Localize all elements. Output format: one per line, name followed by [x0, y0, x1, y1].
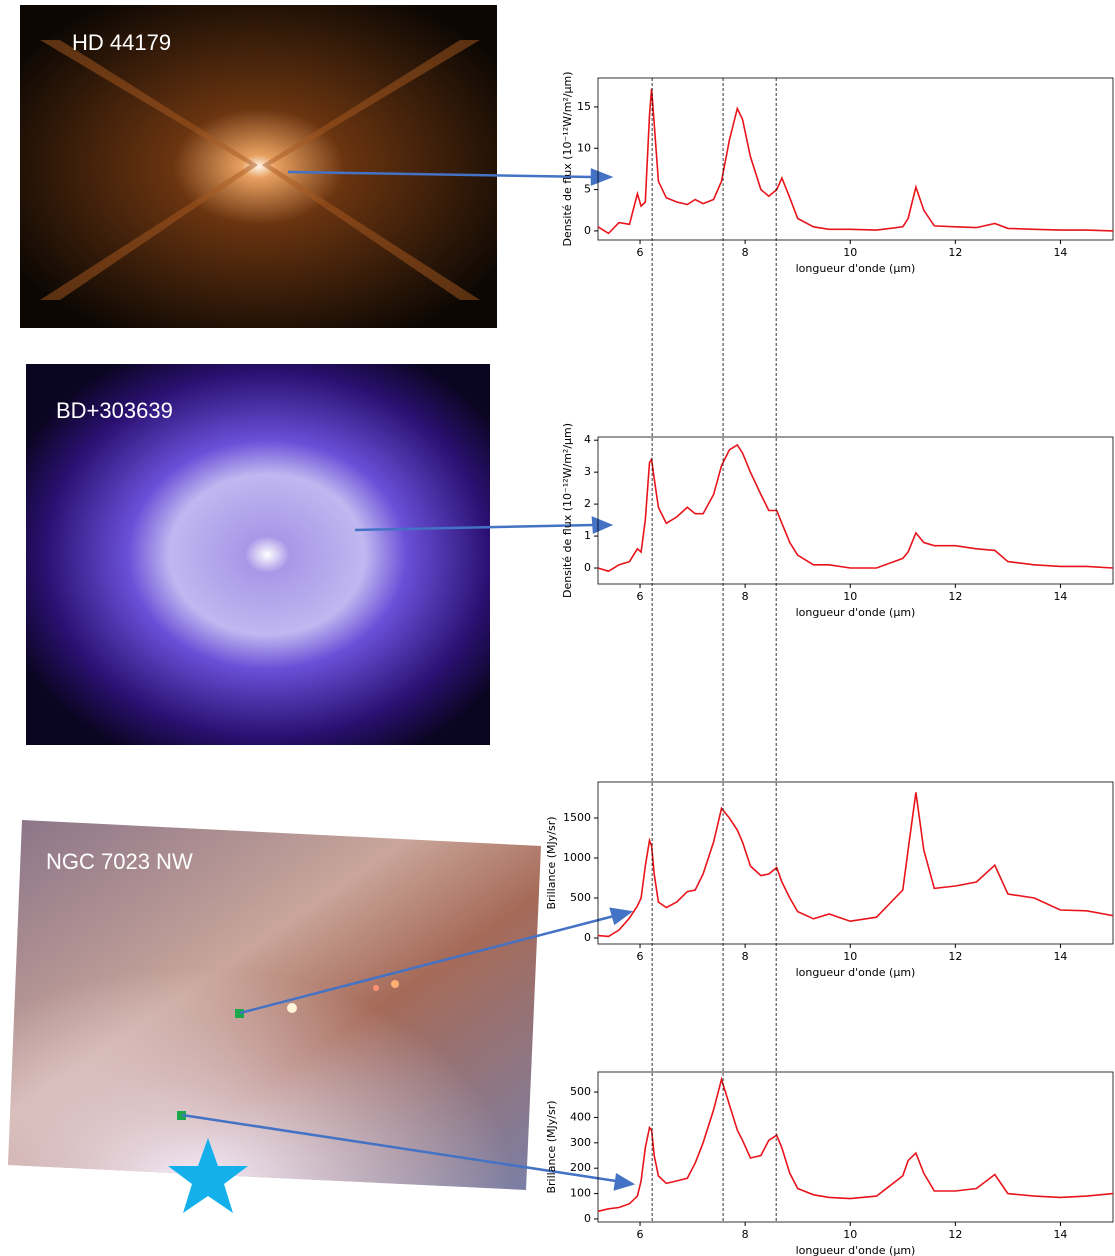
y-tick-label: 0 [584, 1212, 591, 1225]
spectrum-line [597, 792, 1114, 938]
y-tick-label: 0 [584, 224, 591, 237]
x-tick-label: 8 [742, 950, 749, 963]
x-tick-label: 8 [742, 590, 749, 603]
y-tick-label: 4 [584, 433, 591, 446]
y-tick-label: 15 [577, 100, 591, 113]
x-axis-label: longueur d'onde (μm) [796, 262, 916, 275]
marker [177, 1111, 186, 1120]
plot-frame [597, 436, 1114, 585]
y-tick-label: 400 [570, 1110, 591, 1123]
y-tick-label: 100 [570, 1187, 591, 1200]
image-label: BD+303639 [56, 398, 173, 423]
y-tick-label: 200 [570, 1161, 591, 1174]
y-tick-label: 0 [584, 561, 591, 574]
plot-frame [597, 781, 1114, 945]
x-tick-label: 14 [1053, 1228, 1067, 1241]
plot-frame [597, 1071, 1114, 1223]
image-label: NGC 7023 NW [46, 849, 193, 874]
x-tick-label: 12 [948, 246, 962, 259]
x-tick-label: 8 [742, 246, 749, 259]
y-tick-label: 500 [570, 891, 591, 904]
x-tick-label: 12 [948, 950, 962, 963]
image-3: NGC 7023 NW [8, 820, 541, 1213]
star [168, 1138, 248, 1213]
marker [235, 1009, 244, 1018]
x-tick-label: 6 [637, 590, 644, 603]
spectrum-line [597, 1076, 1114, 1213]
x-tick-label: 10 [843, 590, 857, 603]
y-tick-label: 1000 [563, 851, 591, 864]
x-tick-label: 10 [843, 1228, 857, 1241]
plot-frame [597, 77, 1114, 241]
x-tick-label: 14 [1053, 590, 1067, 603]
y-axis-label: Brillance (MJy/sr) [545, 1100, 558, 1193]
x-tick-label: 14 [1053, 246, 1067, 259]
x-tick-label: 12 [948, 590, 962, 603]
y-tick-label: 2 [584, 497, 591, 510]
image-2: BD+303639 [26, 364, 490, 745]
x-tick-label: 8 [742, 1228, 749, 1241]
x-axis-label: longueur d'onde (μm) [796, 966, 916, 979]
arrows [181, 168, 636, 1191]
y-tick-label: 0 [584, 931, 591, 944]
x-axis-label: longueur d'onde (μm) [796, 1244, 916, 1256]
y-tick-label: 1 [584, 529, 591, 542]
y-tick-label: 500 [570, 1085, 591, 1098]
spectrum-line [597, 88, 1114, 235]
x-tick-label: 10 [843, 950, 857, 963]
spectrum-line [597, 443, 1114, 573]
image-1: HD 44179 [20, 5, 497, 328]
y-tick-label: 300 [570, 1136, 591, 1149]
y-axis-label: Brillance (MJy/sr) [545, 816, 558, 909]
x-tick-label: 6 [637, 246, 644, 259]
image-label: HD 44179 [72, 30, 171, 55]
x-tick-label: 6 [637, 950, 644, 963]
y-axis-label: Densité de flux (10⁻¹²W/m²/μm) [561, 71, 574, 246]
y-tick-label: 10 [577, 141, 591, 154]
x-tick-label: 10 [843, 246, 857, 259]
y-tick-label: 5 [584, 183, 591, 196]
y-axis-label: Densité de flux (10⁻¹²W/m²/μm) [561, 423, 574, 598]
x-axis-label: longueur d'onde (μm) [796, 606, 916, 619]
x-tick-label: 12 [948, 1228, 962, 1241]
y-tick-label: 3 [584, 465, 591, 478]
x-tick-label: 14 [1053, 950, 1067, 963]
x-tick-label: 6 [637, 1228, 644, 1241]
y-tick-label: 1500 [563, 811, 591, 824]
